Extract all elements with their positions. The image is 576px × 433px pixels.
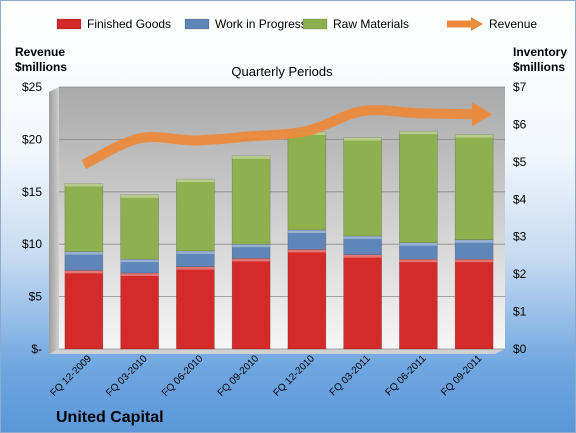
bar-top-highlight [455, 134, 494, 138]
bar-finished-goods [287, 249, 327, 350]
chart-subtitle: Quarterly Periods [231, 64, 333, 79]
right-tick-label: $3 [513, 230, 527, 244]
bar-top-highlight [287, 229, 326, 233]
right-axis-title-line1: Inventory [513, 45, 567, 59]
bar-top-highlight [287, 249, 326, 253]
right-tick-label: $0 [513, 342, 527, 356]
bar-top-highlight [176, 266, 215, 270]
bar-top-highlight [232, 155, 271, 159]
legend-arrow-head [471, 17, 483, 31]
bar-top-highlight [120, 259, 159, 263]
right-tick-label: $1 [513, 305, 527, 319]
right-tick-label: $4 [513, 192, 527, 206]
right-tick-label: $6 [513, 117, 527, 131]
left-tick-label: $15 [22, 185, 42, 199]
bar-top-highlight [64, 270, 103, 274]
x-tick-label: FQ 12-2010 [271, 353, 317, 399]
legend-label-finished-goods: Finished Goods [87, 17, 171, 31]
x-tick-label: FQ 12-2009 [48, 353, 94, 399]
company-name: United Capital [56, 409, 164, 426]
left-axis-ticks: $- $5 $10 $15 $20 $25 [22, 80, 42, 356]
bar-top-highlight [64, 251, 103, 255]
left-tick-label: $- [31, 342, 42, 356]
left-axis-title-line1: Revenue [15, 45, 65, 59]
legend-swatch-work-in-progress [184, 18, 210, 30]
right-tick-label: $5 [513, 155, 527, 169]
bar-raw-materials [64, 183, 104, 252]
bar-top-highlight [232, 258, 271, 262]
bar-work-in-progress [343, 235, 382, 255]
bar-top-highlight [120, 273, 159, 277]
bar-top-highlight [455, 259, 494, 263]
left-tick-label: $25 [22, 80, 42, 94]
legend: Finished Goods Work in Progress Raw Materi… [56, 17, 537, 31]
x-tick-label: FQ 03-2011 [328, 353, 373, 398]
bar-finished-goods [120, 272, 159, 350]
bar-raw-materials [399, 130, 438, 244]
plot-side-wall [49, 87, 59, 354]
revenue-line [81, 102, 493, 170]
bar-top-highlight [399, 259, 438, 263]
bar-top-highlight [455, 239, 494, 243]
bar-top-highlight [120, 194, 159, 198]
bar-finished-goods [64, 270, 104, 350]
x-tick-label: FQ 03-2010 [104, 353, 150, 399]
x-tick-label: FQ 06-2011 [384, 353, 429, 398]
right-tick-label: $2 [513, 267, 527, 281]
legend-label-raw-materials: Raw Materials [333, 17, 409, 31]
bar-finished-goods [399, 258, 438, 350]
legend-swatch-raw-materials [302, 18, 328, 30]
left-tick-label: $20 [22, 132, 42, 146]
bar-finished-goods [176, 266, 215, 350]
plot-floor [49, 349, 505, 354]
x-tick-label: FQ 09-2011 [439, 353, 484, 398]
bar-raw-materials [287, 131, 327, 231]
x-axis-ticks: FQ 12-2009 FQ 03-2010 FQ 06-2010 FQ 09-2010… [48, 353, 484, 399]
bar-raw-materials [454, 134, 494, 241]
bar-top-highlight [399, 242, 438, 246]
left-axis-title-line2: $millions [15, 60, 67, 74]
right-axis-title-line2: $millions [513, 60, 565, 74]
bar-top-highlight [232, 244, 271, 248]
bar-finished-goods [231, 258, 271, 350]
left-tick-label: $5 [29, 290, 43, 304]
bar-work-in-progress [176, 250, 215, 267]
bars [64, 130, 494, 350]
x-tick-label: FQ 06-2010 [160, 353, 206, 399]
bar-top-highlight [343, 235, 382, 239]
revenue-arrow-head [472, 102, 493, 127]
legend-label-revenue: Revenue [489, 17, 537, 31]
right-axis-ticks: $0 $1 $2 $3 $4 $5 $6 $7 [513, 80, 527, 356]
bar-top-highlight [64, 183, 103, 187]
revenue-line-path [81, 105, 475, 170]
left-tick-label: $10 [22, 237, 42, 251]
bar-raw-materials [120, 194, 159, 260]
bar-finished-goods [343, 254, 382, 350]
legend-label-work-in-progress: Work in Progress [215, 17, 307, 31]
legend-swatch-finished-goods [56, 18, 82, 30]
right-tick-label: $7 [513, 80, 527, 94]
bar-raw-materials [176, 178, 215, 252]
bar-top-highlight [343, 254, 382, 258]
bar-raw-materials [343, 137, 382, 237]
x-tick-label: FQ 09-2010 [216, 353, 262, 399]
bar-top-highlight [343, 137, 382, 141]
bar-finished-goods [454, 258, 494, 350]
bar-top-highlight [176, 179, 215, 183]
bar-raw-materials [231, 155, 271, 245]
bar-top-highlight [399, 131, 438, 135]
bar-top-highlight [176, 250, 215, 254]
